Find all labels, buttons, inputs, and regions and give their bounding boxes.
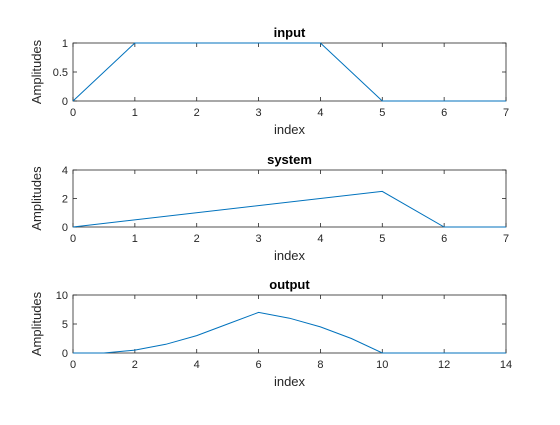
system-ytick-label: 0 <box>62 222 68 234</box>
input-title: input <box>274 25 306 40</box>
input-xtick-label: 3 <box>256 107 262 119</box>
system-xtick-label: 2 <box>194 233 200 245</box>
system-ytick-label: 4 <box>62 165 68 177</box>
input-xtick-label: 6 <box>441 107 447 119</box>
input-axes-box <box>72 42 507 102</box>
input-ytick-label: 0 <box>62 96 68 108</box>
output-series-line <box>73 311 506 354</box>
system-xtick-label: 3 <box>256 233 262 245</box>
system-xtick-label: 1 <box>132 233 138 245</box>
output-axes-box <box>72 294 507 354</box>
system-xtick-label: 0 <box>70 233 76 245</box>
output-ytick-label: 5 <box>62 319 68 331</box>
output-xlabel: index <box>274 374 306 389</box>
system-xtick-label: 7 <box>503 233 509 245</box>
input-panel: 0 1 2 3 4 5 6 7 0 0.5 1 input index Amplitudes <box>29 25 509 137</box>
output-ytick-label: 0 <box>62 348 68 360</box>
system-series-line <box>72 190 506 228</box>
system-xtick-label: 6 <box>441 233 447 245</box>
system-ytick-label: 2 <box>62 194 68 206</box>
system-title: system <box>267 152 312 167</box>
input-xtick-label: 0 <box>70 107 76 119</box>
output-ytick-label: 10 <box>56 290 68 302</box>
input-xlabel: index <box>274 122 306 137</box>
output-xtick-label: 4 <box>194 359 200 371</box>
input-xtick-label: 4 <box>317 107 323 119</box>
system-ylabel: Amplitudes <box>29 166 44 231</box>
input-ylabel: Amplitudes <box>29 39 44 104</box>
input-xtick-label: 5 <box>379 107 385 119</box>
input-xtick-label: 7 <box>503 107 509 119</box>
input-ytick-label: 0.5 <box>53 67 68 79</box>
output-xtick-label: 6 <box>256 359 262 371</box>
input-ytick-label: 1 <box>62 38 68 50</box>
system-axes-box <box>72 169 507 228</box>
output-xtick-label: 12 <box>438 359 450 371</box>
output-ylabel: Amplitudes <box>29 291 44 356</box>
system-xlabel: index <box>274 248 306 263</box>
output-xtick-label: 0 <box>70 359 76 371</box>
output-xtick-label: 10 <box>376 359 388 371</box>
input-series-line <box>72 42 506 102</box>
output-xtick-label: 14 <box>500 359 512 371</box>
output-title: output <box>269 277 310 292</box>
system-xtick-label: 4 <box>317 233 323 245</box>
input-xtick-label: 1 <box>132 107 138 119</box>
output-xtick-label: 2 <box>132 359 138 371</box>
system-xtick-label: 5 <box>379 233 385 245</box>
system-panel: 0 1 2 3 4 5 6 7 0 2 4 system index Amplitudes <box>29 152 509 263</box>
input-xtick-label: 2 <box>194 107 200 119</box>
output-panel: 0 2 4 6 8 10 12 14 0 5 10 output index Amplitudes <box>29 277 512 389</box>
output-xtick-label: 8 <box>317 359 323 371</box>
